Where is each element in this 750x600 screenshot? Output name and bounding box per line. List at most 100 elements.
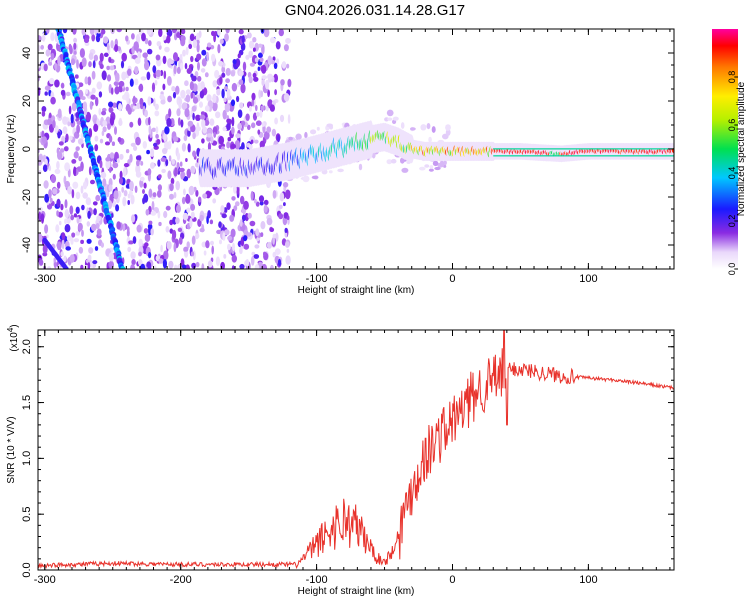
spectrum-point bbox=[40, 213, 45, 222]
spectrum-point bbox=[108, 135, 113, 143]
x-axis-label: Height of straight line (km) bbox=[298, 285, 415, 296]
spectrum-point bbox=[225, 29, 230, 34]
spectrum-point bbox=[279, 114, 285, 123]
spectrum-point bbox=[98, 108, 102, 116]
spectrum-point bbox=[166, 241, 172, 250]
spectrum-point bbox=[240, 195, 245, 205]
spectrum-point bbox=[212, 198, 217, 204]
spectrum-point bbox=[155, 69, 162, 78]
spectrum-point bbox=[114, 151, 119, 161]
spectrum-point bbox=[204, 105, 210, 112]
spectrum-point bbox=[251, 122, 256, 129]
spectrum-point bbox=[288, 136, 293, 141]
spectrum-point bbox=[255, 228, 260, 237]
spectrum-point bbox=[64, 199, 68, 209]
spectrum-point bbox=[73, 37, 78, 43]
spectrum-point bbox=[89, 29, 95, 36]
spectrum-point bbox=[186, 207, 191, 213]
spectrum-point bbox=[358, 163, 363, 171]
spectrum-point bbox=[428, 136, 432, 143]
spectrum-point bbox=[225, 67, 231, 76]
spectrum-point bbox=[53, 261, 57, 269]
spectrum-point bbox=[275, 41, 281, 50]
spectrum-point bbox=[443, 160, 447, 166]
spectrum-point bbox=[181, 142, 186, 152]
spectrum-point bbox=[134, 78, 139, 86]
spectrum-point bbox=[122, 196, 127, 207]
spectrum-point bbox=[256, 112, 260, 117]
spectrum-point bbox=[236, 95, 240, 103]
spectrum-point bbox=[260, 232, 264, 238]
spectrum-point bbox=[96, 215, 101, 222]
chart-title: GN04.2026.031.14.28.G17 bbox=[284, 2, 466, 19]
spectrum-point bbox=[210, 240, 214, 246]
spectrum-point bbox=[88, 52, 94, 60]
spectrum-point bbox=[231, 82, 238, 92]
spectrum-point bbox=[253, 139, 259, 144]
spectrum-point bbox=[89, 100, 93, 110]
spectrum-point bbox=[195, 261, 200, 268]
spectrum-point bbox=[94, 246, 99, 251]
spectrum-point bbox=[90, 179, 95, 185]
spectrum-point bbox=[113, 81, 120, 86]
spectrum-point bbox=[212, 80, 218, 88]
spectrum-point bbox=[217, 29, 221, 36]
spectrum-point bbox=[121, 186, 125, 193]
spectrum-point bbox=[69, 205, 74, 215]
spectrum-point bbox=[121, 71, 127, 81]
spectrum-point bbox=[63, 146, 69, 152]
spectrum-point bbox=[231, 116, 235, 127]
spectrum-point bbox=[190, 92, 194, 99]
spectrum-point bbox=[109, 152, 115, 159]
spectrum-point bbox=[81, 96, 86, 101]
spectrum-point bbox=[134, 66, 139, 75]
spectrum-point bbox=[252, 47, 256, 52]
spectrum-point bbox=[237, 122, 243, 130]
spectrum-point bbox=[120, 60, 125, 69]
spectrum-point bbox=[240, 83, 246, 94]
spectrum-point bbox=[241, 35, 245, 44]
x-tick-label: 100 bbox=[579, 574, 597, 586]
spectrum-point bbox=[224, 86, 228, 91]
spectrum-point bbox=[142, 197, 146, 205]
spectrum-point bbox=[147, 263, 152, 269]
spectrum-point bbox=[106, 74, 112, 82]
spectrum-point bbox=[62, 29, 68, 34]
spectrum-point bbox=[183, 246, 189, 252]
spectrum-point bbox=[157, 184, 162, 192]
spectrum-point bbox=[277, 134, 280, 143]
spectrum-point bbox=[267, 55, 273, 66]
spectrum-point bbox=[48, 189, 52, 199]
spectrum-point bbox=[88, 166, 92, 176]
spectrum-point bbox=[40, 44, 44, 50]
spectrum-point bbox=[58, 141, 64, 146]
spectrum-point bbox=[390, 158, 397, 164]
spectrum-point bbox=[196, 53, 202, 61]
spectrum-point bbox=[93, 123, 99, 132]
spectrum-point bbox=[119, 170, 123, 180]
spectrum-point bbox=[142, 52, 148, 58]
spectrum-point bbox=[276, 58, 280, 65]
spectrum-point bbox=[212, 93, 217, 104]
spectrum-point bbox=[155, 54, 161, 61]
spectrum-point bbox=[134, 57, 141, 64]
spectrum-point bbox=[250, 190, 254, 201]
spectrum-point bbox=[81, 204, 85, 211]
spectrum-point bbox=[139, 97, 144, 106]
spectrum-point bbox=[219, 76, 223, 85]
spectrum-point bbox=[129, 121, 134, 128]
spectrum-point bbox=[211, 53, 216, 62]
spectrum-point bbox=[254, 198, 257, 204]
spectrum-point bbox=[74, 74, 79, 79]
spectrum-point bbox=[250, 255, 255, 266]
spectrum-point bbox=[273, 73, 279, 83]
spectrum-point bbox=[116, 221, 121, 230]
spectrum-point bbox=[258, 89, 262, 99]
spectrum-point bbox=[41, 110, 46, 117]
spectrum-point bbox=[103, 52, 109, 57]
spectrum-point bbox=[245, 113, 250, 121]
y-axis-label: SNR (10 * V/V) bbox=[6, 416, 17, 483]
spectrum-point bbox=[185, 194, 191, 204]
spectrum-point bbox=[169, 228, 174, 234]
spectrum-point bbox=[190, 55, 194, 63]
